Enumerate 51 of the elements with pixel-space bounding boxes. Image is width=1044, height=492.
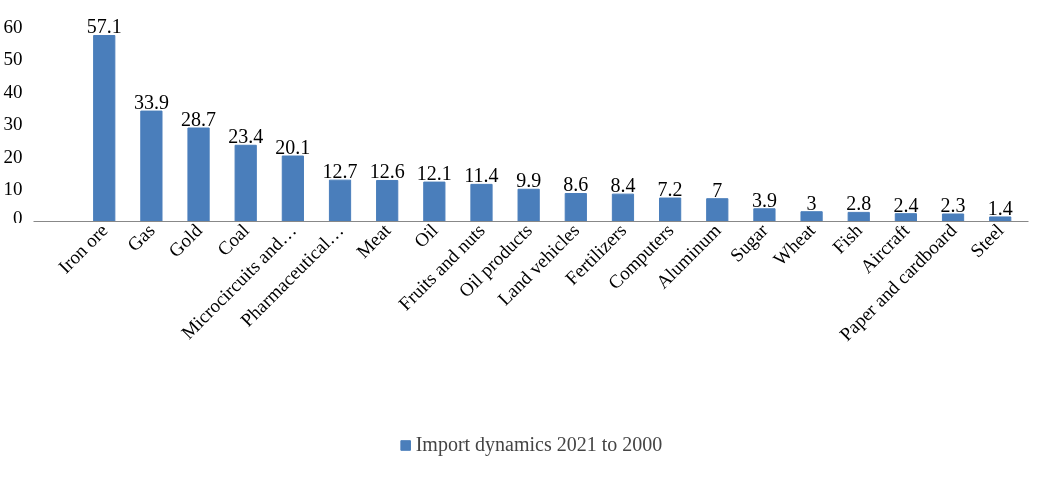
bar <box>611 193 635 222</box>
legend-label: Import dynamics 2021 to 2000 <box>415 433 663 456</box>
y-tick-label: 20 <box>3 145 23 167</box>
y-tick-label: 30 <box>3 113 23 135</box>
bar <box>328 179 352 222</box>
bar <box>376 179 399 222</box>
data-label: 2.3 <box>940 194 966 217</box>
data-label: 3 <box>806 191 817 214</box>
data-label: 33.9 <box>133 91 169 114</box>
bar <box>140 110 163 222</box>
bar <box>564 192 587 222</box>
data-label: 2.4 <box>893 193 919 216</box>
data-label: 2.8 <box>846 192 872 215</box>
data-label: 11.4 <box>464 164 499 187</box>
data-label: 28.7 <box>181 108 217 131</box>
bar <box>894 213 917 222</box>
bar <box>989 216 1012 222</box>
data-label: 8.6 <box>563 173 589 196</box>
bar <box>659 197 682 222</box>
y-tick-label: 50 <box>3 48 23 70</box>
data-label: 23.4 <box>228 125 264 148</box>
data-label: 3.9 <box>751 188 777 211</box>
bar <box>706 198 729 222</box>
bar <box>234 144 257 222</box>
data-label: 1.4 <box>987 196 1013 219</box>
y-tick-label: 10 <box>3 178 23 200</box>
bar <box>800 211 823 222</box>
y-tick-label: 0 <box>13 206 23 228</box>
data-label: 8.4 <box>610 174 636 197</box>
data-label: 12.6 <box>369 160 405 183</box>
bar <box>517 188 540 222</box>
bar <box>187 127 210 222</box>
bar <box>753 208 776 222</box>
data-label: 20.1 <box>275 136 311 159</box>
data-label: 12.1 <box>416 162 452 185</box>
x-tick-label: Iron ore <box>53 219 112 278</box>
data-label: 7.2 <box>657 178 683 201</box>
bar <box>470 183 493 222</box>
y-tick-label: 60 <box>3 15 23 37</box>
x-tick-label: Gas <box>123 219 159 256</box>
bar <box>93 34 116 222</box>
y-tick-label: 40 <box>3 80 23 102</box>
x-tick-label: Fish <box>828 219 867 258</box>
data-label: 9.9 <box>516 169 542 192</box>
bar <box>281 155 304 222</box>
bar <box>423 181 446 222</box>
bar <box>847 211 870 222</box>
data-label: 57.1 <box>86 15 122 38</box>
data-label: 12.7 <box>322 160 358 183</box>
data-label: 7 <box>712 178 723 201</box>
bar <box>941 213 965 222</box>
